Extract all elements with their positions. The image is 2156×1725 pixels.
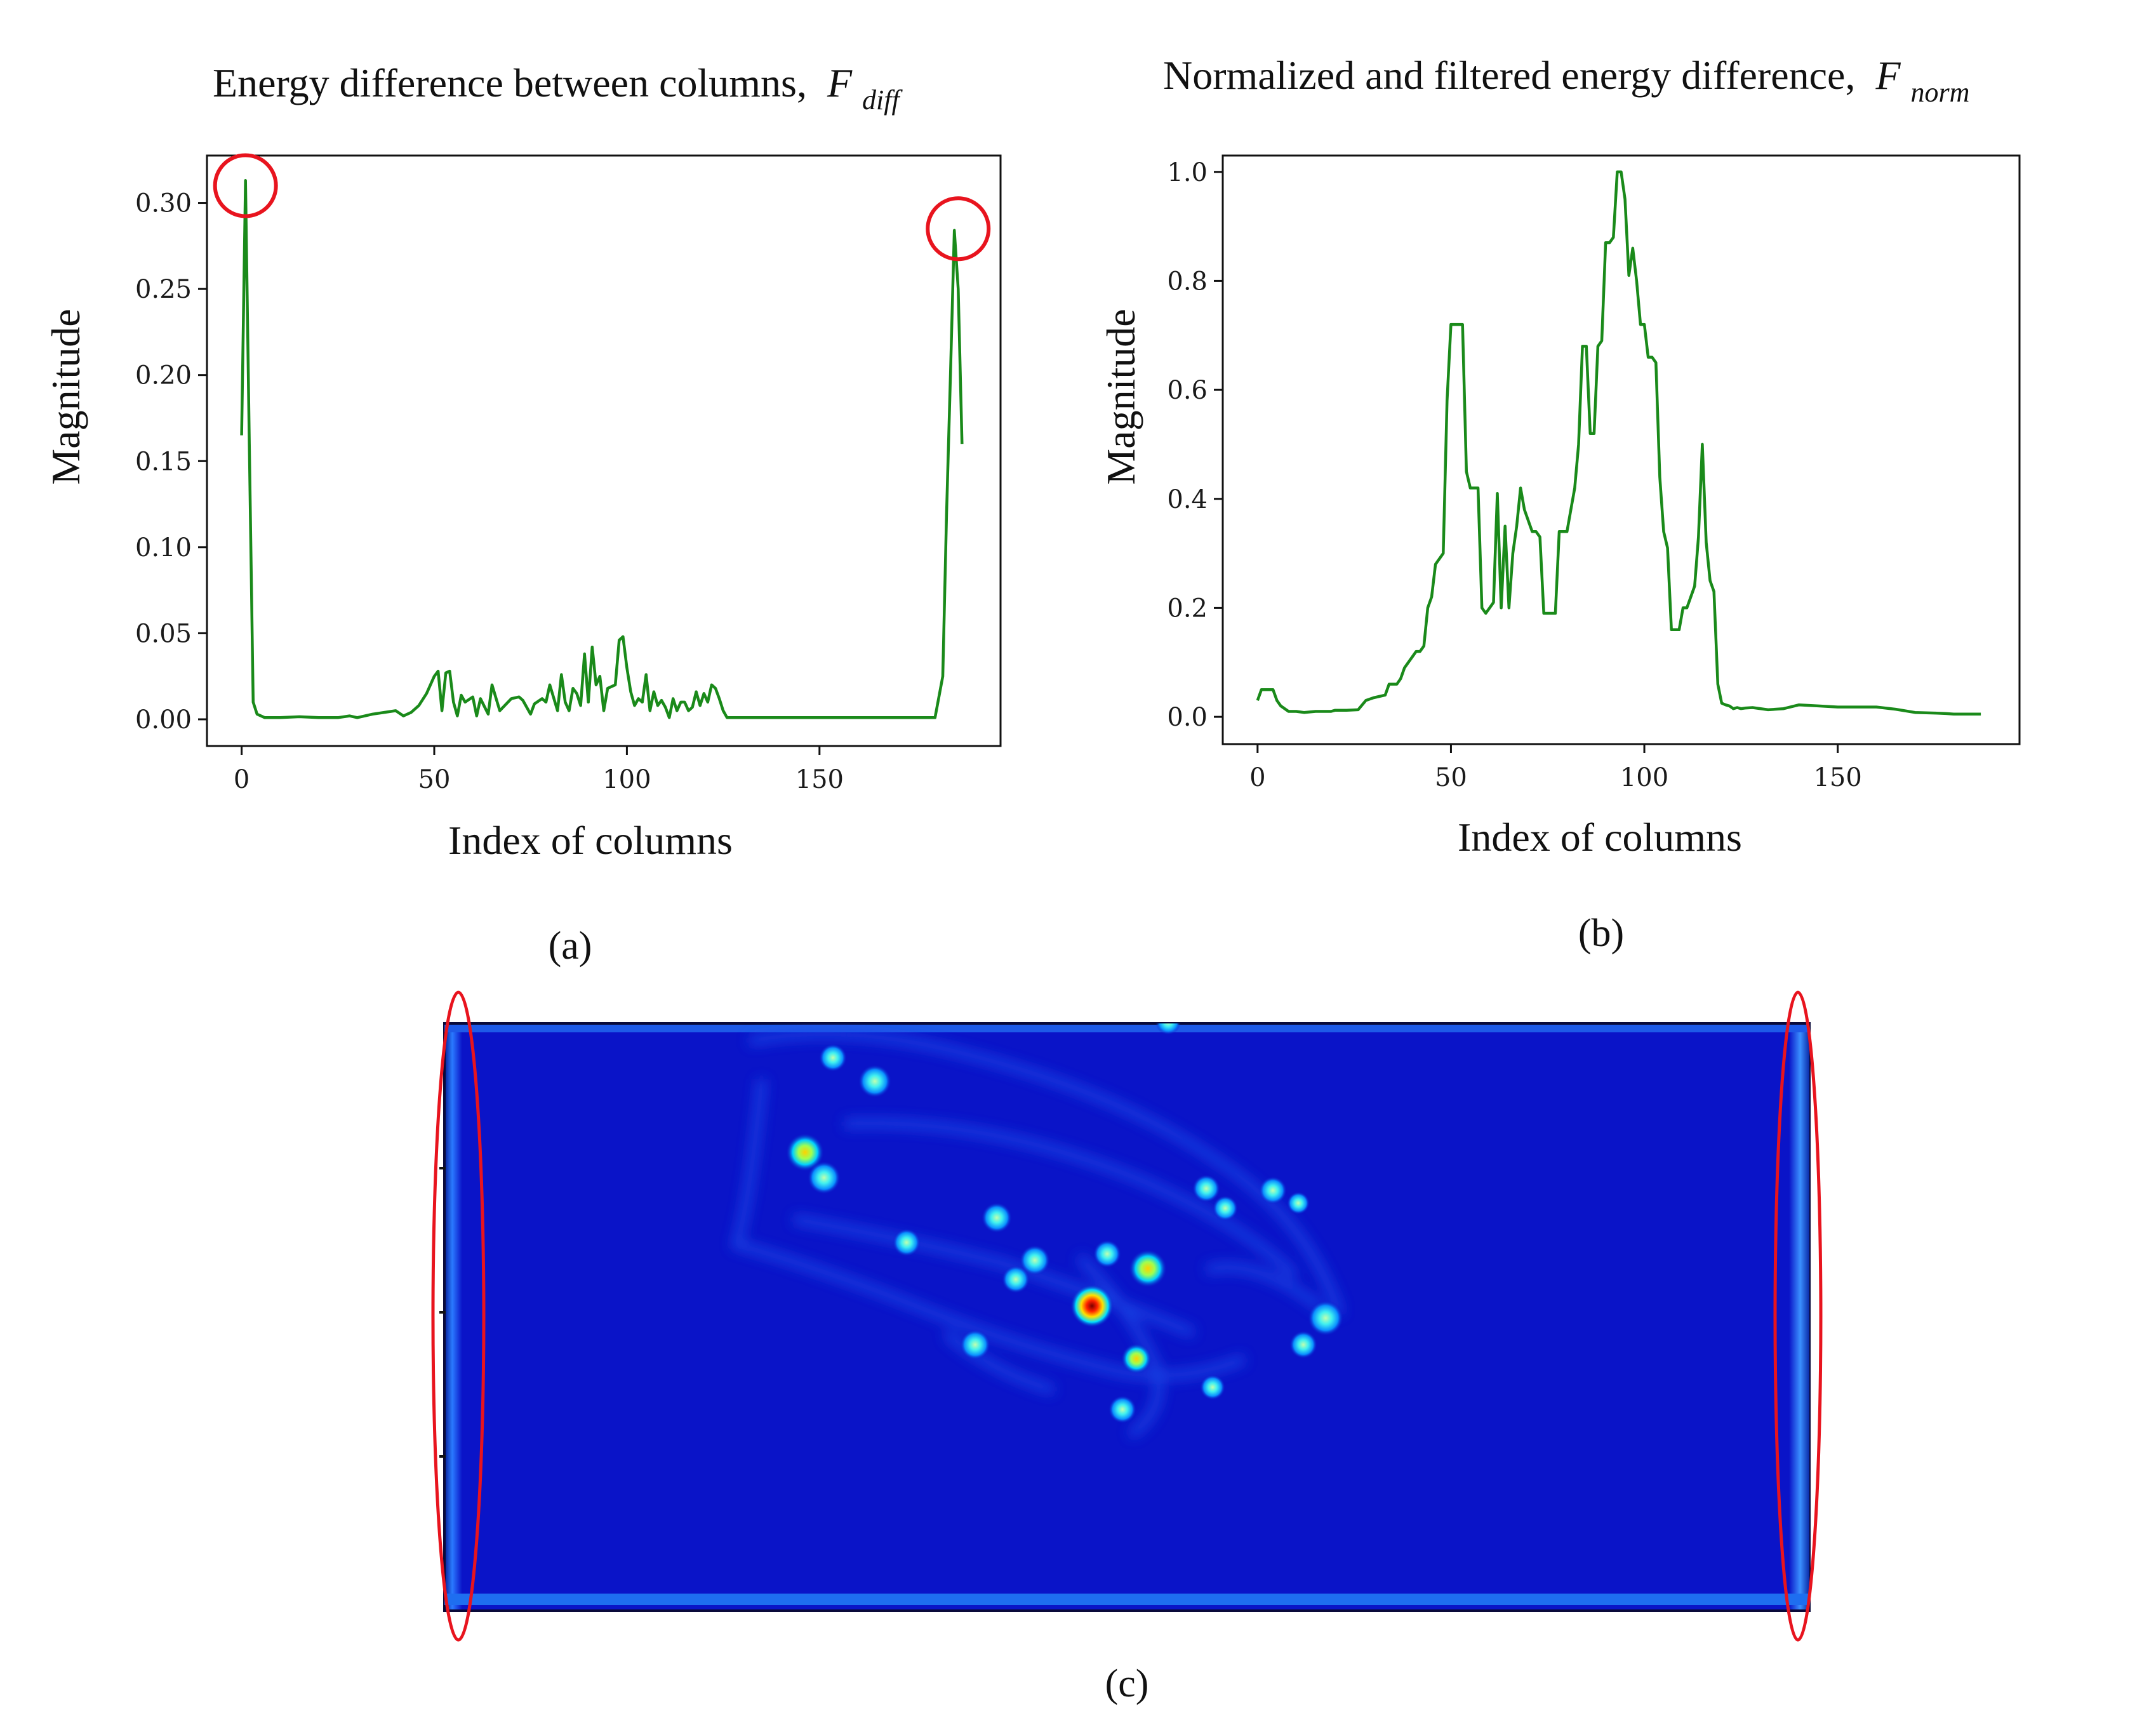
hotspot bbox=[1002, 1265, 1030, 1293]
chart-b-series-line bbox=[1256, 170, 1981, 716]
hotspot bbox=[1155, 1023, 1181, 1035]
chart-a-title: Energy difference between columns, F dif… bbox=[213, 60, 903, 116]
chart-a-plot-frame bbox=[206, 154, 1002, 747]
highlight-circle bbox=[213, 153, 278, 218]
hotspot bbox=[1192, 1175, 1220, 1202]
chart-b-y-ticks: 0.0 0.2 0.4 0.6 0.8 1.0 bbox=[1167, 158, 1223, 732]
panel-label-a: (a) bbox=[549, 924, 592, 968]
y-tick-label: 0.25 bbox=[135, 275, 192, 304]
panel-label-b: (b) bbox=[1578, 912, 1624, 955]
heatmap-hotspots bbox=[786, 1023, 1343, 1423]
y-tick-label: 0.0 bbox=[1167, 703, 1208, 732]
hotspot bbox=[819, 1044, 847, 1072]
chart-a-series-line bbox=[240, 179, 964, 719]
heatmap-image: (c) bbox=[431, 990, 1823, 1705]
y-tick-label: 0.00 bbox=[135, 705, 192, 735]
hotspot bbox=[1108, 1395, 1136, 1423]
y-tick-label: 0.20 bbox=[135, 361, 192, 390]
hotspot bbox=[1289, 1331, 1317, 1359]
y-tick-label: 1.0 bbox=[1167, 158, 1208, 187]
panel-label-c: (c) bbox=[1105, 1662, 1149, 1705]
chart-a-x-ticks: 0 50 100 150 bbox=[234, 746, 844, 794]
heatmap-top-edge bbox=[444, 1025, 1809, 1032]
x-tick-label: 100 bbox=[602, 765, 651, 794]
hotspot bbox=[808, 1161, 841, 1194]
hotspot bbox=[960, 1329, 990, 1360]
hotspot bbox=[786, 1133, 824, 1171]
hotspot bbox=[1287, 1192, 1310, 1215]
chart-b: Normalized and filtered energy differenc… bbox=[1098, 53, 2021, 955]
chart-a-title-text: Energy difference between columns, bbox=[213, 60, 807, 105]
hotspot bbox=[1070, 1284, 1114, 1328]
hotspot bbox=[1121, 1343, 1152, 1374]
chart-b-xlabel: Index of columns bbox=[1458, 815, 1742, 860]
chart-a-ylabel: Magnitude bbox=[43, 309, 88, 484]
chart-b-title-symbol: F bbox=[1875, 53, 1901, 98]
y-tick-label: 0.10 bbox=[135, 533, 192, 563]
x-tick-label: 150 bbox=[1813, 763, 1861, 792]
chart-a-highlights bbox=[213, 153, 991, 262]
hotspot bbox=[1129, 1249, 1167, 1288]
heatmap-left-edge bbox=[446, 1025, 462, 1609]
chart-a-title-symbol: F bbox=[827, 60, 853, 105]
chart-a-xlabel: Index of columns bbox=[448, 818, 733, 863]
chart-b-title-text: Normalized and filtered energy differenc… bbox=[1163, 53, 1855, 98]
hotspot bbox=[1200, 1375, 1225, 1400]
x-tick-label: 100 bbox=[1620, 763, 1668, 792]
x-tick-label: 0 bbox=[234, 765, 250, 794]
hotspot bbox=[1213, 1196, 1238, 1221]
x-tick-label: 0 bbox=[1249, 763, 1265, 792]
heatmap-left-ticks bbox=[439, 1167, 446, 1458]
x-tick-label: 50 bbox=[1435, 763, 1467, 792]
heatmap-object-outline bbox=[731, 1029, 1344, 1439]
hotspot bbox=[1093, 1240, 1121, 1268]
highlight-circle bbox=[926, 196, 991, 262]
chart-b-title: Normalized and filtered energy differenc… bbox=[1163, 53, 1969, 108]
x-tick-label: 50 bbox=[418, 765, 451, 794]
hotspot bbox=[893, 1229, 921, 1256]
y-tick-label: 0.30 bbox=[135, 189, 192, 218]
heatmap-right-edge bbox=[1789, 1025, 1809, 1609]
chart-b-plot-frame bbox=[1221, 154, 2021, 745]
chart-a: Energy difference between columns, F dif… bbox=[43, 60, 1002, 968]
y-tick-label: 0.05 bbox=[135, 619, 192, 648]
hotspot bbox=[1308, 1300, 1343, 1336]
chart-a-title-subscript: diff bbox=[862, 84, 903, 116]
y-tick-label: 0.15 bbox=[135, 447, 192, 476]
chart-b-ylabel: Magnitude bbox=[1098, 309, 1143, 484]
y-tick-label: 0.6 bbox=[1167, 376, 1208, 405]
chart-b-title-subscript: norm bbox=[1911, 77, 1970, 108]
hotspot bbox=[1259, 1176, 1287, 1204]
x-tick-label: 150 bbox=[795, 765, 844, 794]
y-tick-label: 0.2 bbox=[1167, 594, 1208, 623]
hotspot bbox=[858, 1065, 891, 1098]
chart-a-y-ticks: 0.00 0.05 0.10 0.15 0.20 0.25 0.30 bbox=[135, 189, 207, 735]
hotspot bbox=[982, 1202, 1012, 1233]
highlight-ellipse-left bbox=[431, 990, 486, 1642]
y-tick-label: 0.8 bbox=[1167, 267, 1208, 296]
heatmap-bottom-edge bbox=[444, 1594, 1809, 1605]
y-tick-label: 0.4 bbox=[1167, 485, 1208, 514]
chart-b-x-ticks: 0 50 100 150 bbox=[1249, 744, 1862, 792]
hotspot bbox=[1020, 1245, 1050, 1275]
highlight-ellipse-right bbox=[1773, 990, 1823, 1642]
